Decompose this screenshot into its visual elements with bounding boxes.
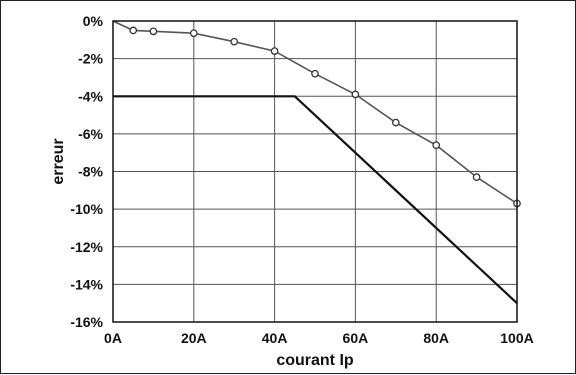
x-tick-label: 20A (181, 330, 207, 346)
series-group (112, 20, 521, 305)
data-point (311, 69, 319, 78)
y-tick-label: -12% (70, 239, 103, 255)
x-axis-label: courant Ip (276, 352, 354, 369)
x-tick-label: 60A (343, 330, 369, 346)
y-tick-label: -10% (70, 201, 103, 217)
x-tick-label: 80A (423, 330, 449, 346)
data-point (149, 27, 158, 36)
data-point (472, 173, 481, 181)
x-tick-label: 0A (104, 330, 122, 346)
y-axis-label: erreur (50, 138, 67, 184)
y-tick-label: -8% (78, 164, 103, 180)
y-tick-label: -6% (78, 126, 103, 142)
y-tick-label: 0% (83, 13, 104, 29)
data-point (129, 26, 138, 35)
data-point (270, 47, 279, 55)
data-point (351, 90, 360, 99)
data-point (189, 29, 198, 38)
series-line-1 (112, 20, 518, 205)
x-tick-label: 40A (262, 330, 288, 346)
plot-border (112, 20, 518, 323)
y-tick-label: -4% (78, 88, 103, 104)
y-tick-label: -2% (78, 51, 103, 67)
grid-lines (113, 21, 517, 322)
data-point (432, 141, 441, 150)
series-line-2 (113, 95, 518, 305)
tick-labels: 0% -2% -4% -6% -8% -10% -12% -14% -16%0A 20A 40A 60… (70, 13, 533, 346)
x-tick-label: 100A (500, 330, 533, 346)
data-point (391, 118, 400, 127)
data-point (230, 37, 239, 46)
y-tick-label: -14% (70, 276, 103, 292)
y-tick-label: -16% (70, 314, 103, 330)
